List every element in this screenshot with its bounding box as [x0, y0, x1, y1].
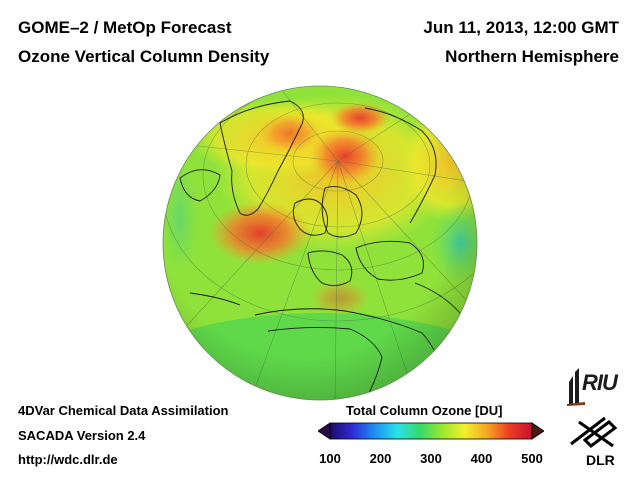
- colorbar-scale: [329, 422, 533, 440]
- dlr-logo-text: DLR: [586, 452, 615, 468]
- colorbar-high-arrow: [531, 422, 544, 440]
- map-title: GOME–2 / MetOp Forecast: [18, 18, 232, 37]
- colorbar-tick-label: 200: [369, 451, 392, 466]
- riu-logo-text: RIU: [582, 370, 618, 395]
- colorbar-tick-label: 300: [420, 451, 442, 466]
- map-subtitle: Ozone Vertical Column Density: [18, 47, 270, 66]
- colorbar-tick-label: 500: [521, 451, 543, 466]
- footer-method: 4DVar Chemical Data Assimilation: [18, 403, 229, 418]
- dlr-logo-mark: [570, 416, 618, 448]
- region-label: Northern Hemisphere: [445, 47, 619, 66]
- colorbar-tick-label: 100: [319, 451, 341, 466]
- forecast-date: Jun 11, 2013, 12:00 GMT: [423, 18, 619, 37]
- footer-version: SACADA Version 2.4: [18, 428, 146, 443]
- riu-logo-mark: [567, 368, 585, 406]
- footer-url[interactable]: http://wdc.dlr.de: [18, 452, 118, 467]
- ozone-colorbar: [318, 422, 544, 440]
- colorbar-tick-label: 400: [470, 451, 493, 466]
- colorbar-low-arrow: [318, 422, 331, 440]
- ozone-globe-map: [162, 85, 478, 401]
- colorbar-title: Total Column Ozone [DU]: [346, 403, 503, 418]
